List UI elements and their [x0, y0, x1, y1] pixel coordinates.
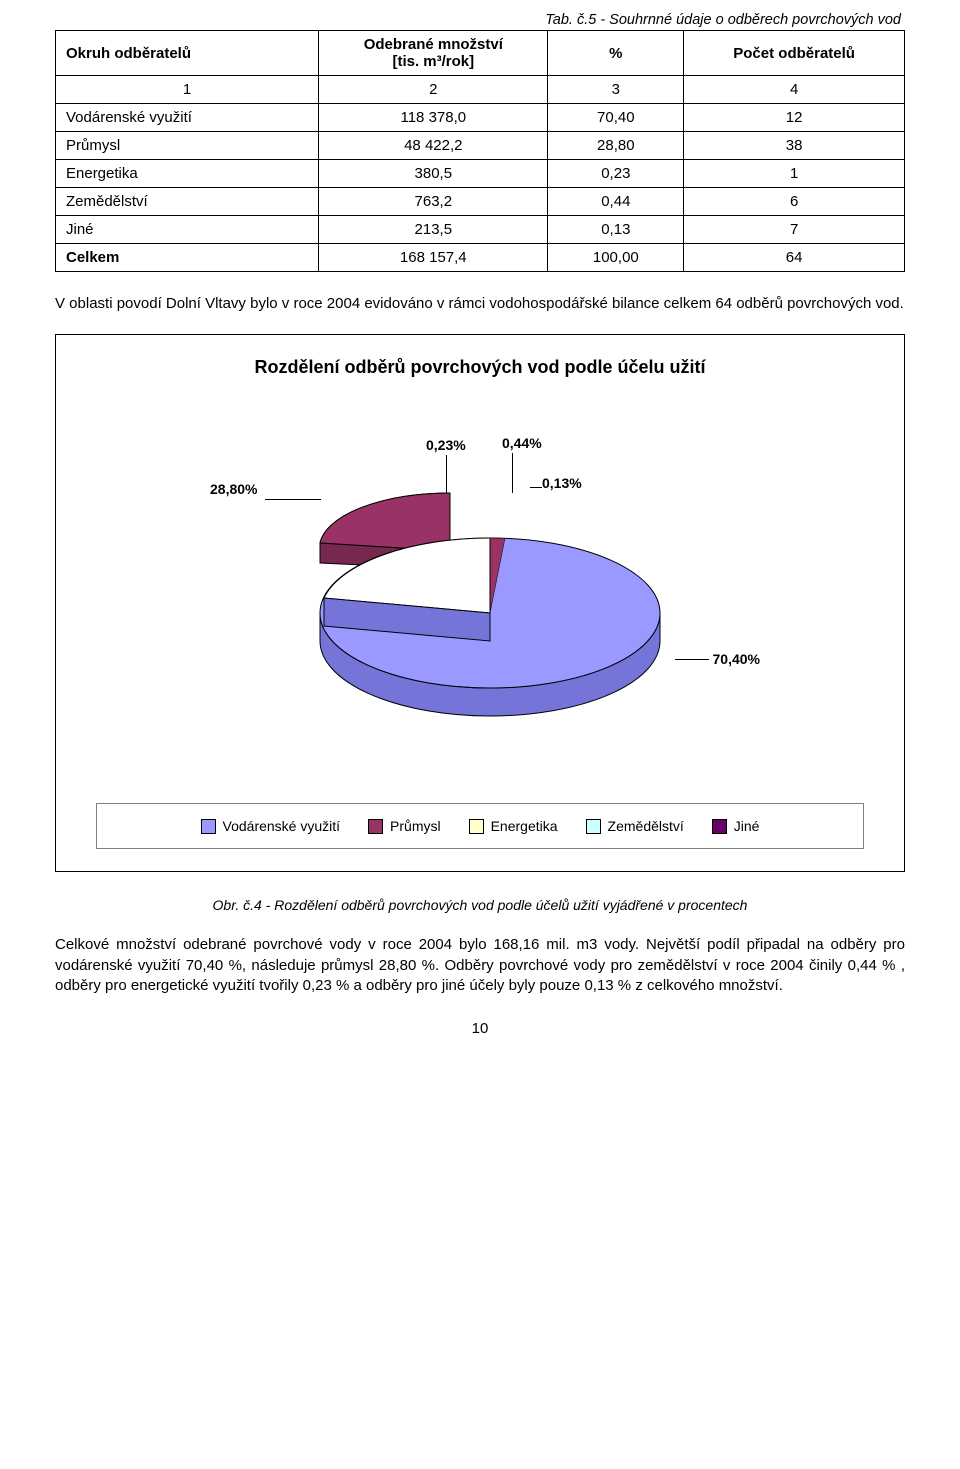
legend-swatch [201, 819, 216, 834]
pie-label-28-80: 28,80% [210, 481, 257, 497]
pie-svg [310, 473, 670, 733]
table-cell: Průmysl [56, 132, 319, 160]
legend-item: Průmysl [368, 818, 441, 834]
legend-label: Průmysl [390, 818, 441, 834]
chart-title: Rozdělení odběrů povrchových vod podle ú… [96, 357, 864, 378]
summary-table: Okruh odběratelů Odebrané množství[tis. … [55, 30, 905, 272]
pie-chart: 28,80% 0,23% 0,44% 0,13% 70,40% [210, 433, 750, 753]
figure-caption: Obr. č.4 - Rozdělení odběrů povrchových … [55, 897, 905, 913]
paragraph-2: Celkové množství odebrané povrchové vody… [55, 935, 905, 996]
table-cell: 70,40 [548, 104, 684, 132]
paragraph-1: V oblasti povodí Dolní Vltavy bylo v roc… [55, 294, 905, 314]
legend-label: Zemědělství [608, 818, 684, 834]
table-row: Zemědělství763,20,446 [56, 188, 905, 216]
legend-swatch [586, 819, 601, 834]
chart-legend: Vodárenské využití Průmysl Energetika Zeměd… [96, 803, 864, 849]
table-cell: 100,00 [548, 244, 684, 272]
table-header-pocet: Počet odběratelů [684, 31, 905, 76]
legend-label: Energetika [491, 818, 558, 834]
table-cell: 0,23 [548, 160, 684, 188]
table-colnum-2: 2 [319, 76, 548, 104]
table-cell: 168 157,4 [319, 244, 548, 272]
table-colnum-1: 1 [56, 76, 319, 104]
table-cell: Energetika [56, 160, 319, 188]
table-cell: 28,80 [548, 132, 684, 160]
table-cell: Jiné [56, 216, 319, 244]
legend-item: Energetika [469, 818, 558, 834]
table-row: Průmysl48 422,228,8038 [56, 132, 905, 160]
table-cell: 6 [684, 188, 905, 216]
table-row: Vodárenské využití118 378,070,4012 [56, 104, 905, 132]
table-cell: 12 [684, 104, 905, 132]
table-caption: Tab. č.5 - Souhrnné údaje o odběrech pov… [55, 12, 905, 28]
table-header-percent: % [548, 31, 684, 76]
legend-swatch [368, 819, 383, 834]
table-cell: Vodárenské využití [56, 104, 319, 132]
table-cell: 380,5 [319, 160, 548, 188]
pie-label-70-40: 70,40% [713, 651, 760, 667]
table-row: Energetika380,50,231 [56, 160, 905, 188]
legend-label: Jiné [734, 818, 760, 834]
table-cell: 48 422,2 [319, 132, 548, 160]
table-cell: 118 378,0 [319, 104, 548, 132]
table-cell: Celkem [56, 244, 319, 272]
table-cell: 763,2 [319, 188, 548, 216]
legend-item: Zemědělství [586, 818, 684, 834]
table-header-mnozstvi: Odebrané množství[tis. m³/rok] [319, 31, 548, 76]
table-cell: 38 [684, 132, 905, 160]
legend-item: Jiné [712, 818, 760, 834]
table-cell: 0,44 [548, 188, 684, 216]
legend-swatch [469, 819, 484, 834]
table-colnum-3: 3 [548, 76, 684, 104]
table-header-okruh: Okruh odběratelů [56, 31, 319, 76]
pie-label-0-44: 0,44% [502, 435, 542, 451]
table-cell: 0,13 [548, 216, 684, 244]
table-cell: 1 [684, 160, 905, 188]
table-row: Celkem168 157,4100,0064 [56, 244, 905, 272]
pie-label-0-23: 0,23% [426, 437, 466, 453]
legend-item: Vodárenské využití [201, 818, 341, 834]
table-cell: 213,5 [319, 216, 548, 244]
table-body: Vodárenské využití118 378,070,4012Průmys… [56, 104, 905, 272]
table-cell: Zemědělství [56, 188, 319, 216]
legend-swatch [712, 819, 727, 834]
table-row: Jiné213,50,137 [56, 216, 905, 244]
pie-chart-box: Rozdělení odběrů povrchových vod podle ú… [55, 334, 905, 872]
table-colnum-4: 4 [684, 76, 905, 104]
table-cell: 7 [684, 216, 905, 244]
page-number: 10 [55, 1020, 905, 1037]
legend-label: Vodárenské využití [223, 818, 341, 834]
table-cell: 64 [684, 244, 905, 272]
